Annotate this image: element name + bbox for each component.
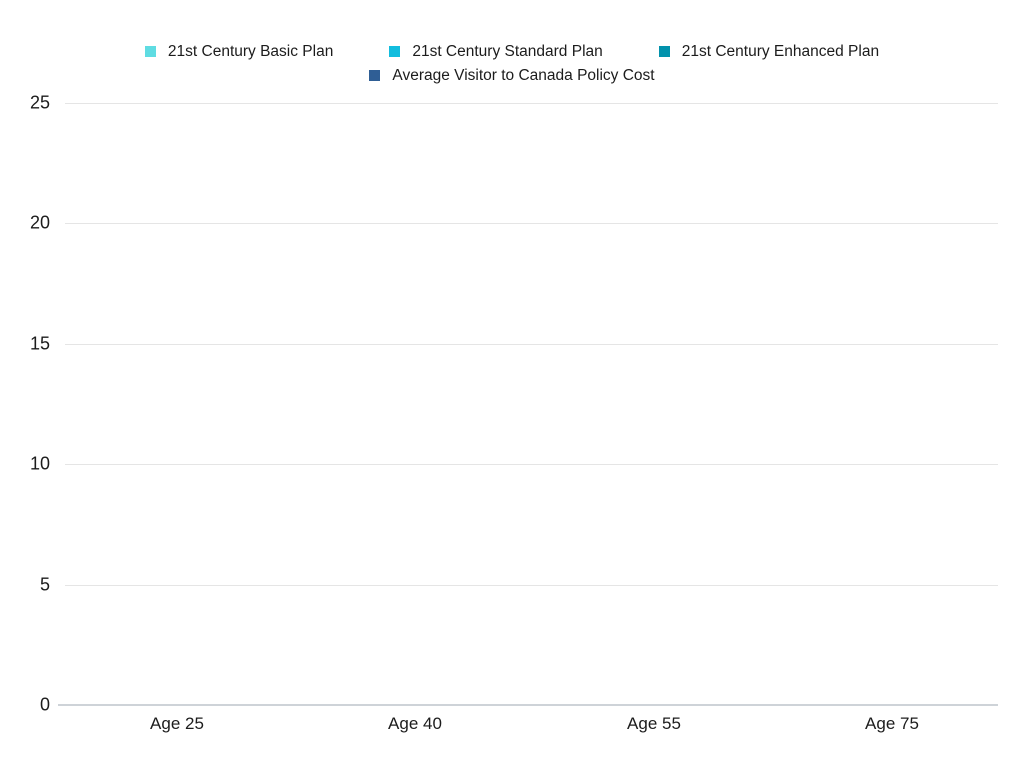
x-axis-label: Age 55	[627, 714, 681, 733]
gridline	[65, 343, 998, 345]
plot-area	[65, 103, 998, 705]
legend-swatch	[658, 46, 670, 57]
legend-swatch	[389, 46, 401, 57]
legend-item: 21st Century Standard Plan	[389, 41, 603, 62]
legend-item-label: 21st Century Basic Plan	[167, 43, 334, 60]
x-axis-labels: Age 25 Age 40 Age 55 Age 75	[65, 714, 998, 738]
y-axis-labels: 0 5 10 15 20 25	[0, 93, 50, 715]
legend-row-2: Average Visitor to Canada Policy Cost	[369, 65, 655, 86]
legend-item-label: Average Visitor to Canada Policy Cost	[392, 67, 655, 84]
legend-swatch	[369, 70, 381, 81]
legend-item: Average Visitor to Canada Policy Cost	[369, 65, 655, 86]
legend-item-label: 21st Century Enhanced Plan	[681, 43, 880, 60]
chart-legend: 21st Century Basic Plan 21st Century Stan…	[0, 41, 1024, 86]
legend-item: 21st Century Enhanced Plan	[658, 41, 880, 62]
y-tick-label: 15	[29, 333, 50, 354]
gridline	[65, 223, 998, 225]
gridline	[65, 103, 998, 104]
gridline	[65, 464, 998, 466]
x-axis-line	[58, 704, 998, 706]
legend-item-label: 21st Century Standard Plan	[412, 43, 603, 60]
y-tick-label: 0	[39, 694, 50, 715]
x-axis-label: Age 25	[150, 714, 204, 733]
x-axis-label: Age 40	[388, 714, 442, 733]
x-axis-label: Age 75	[865, 714, 919, 733]
legend-row-1: 21st Century Basic Plan 21st Century Stan…	[144, 41, 880, 62]
y-tick-label: 5	[39, 574, 50, 595]
legend-item: 21st Century Basic Plan	[144, 41, 334, 62]
y-tick-label: 20	[29, 212, 50, 233]
y-tick-label: 25	[29, 92, 50, 113]
legend-swatch	[144, 46, 156, 57]
y-tick-label: 10	[29, 453, 50, 474]
gridline	[65, 584, 998, 586]
